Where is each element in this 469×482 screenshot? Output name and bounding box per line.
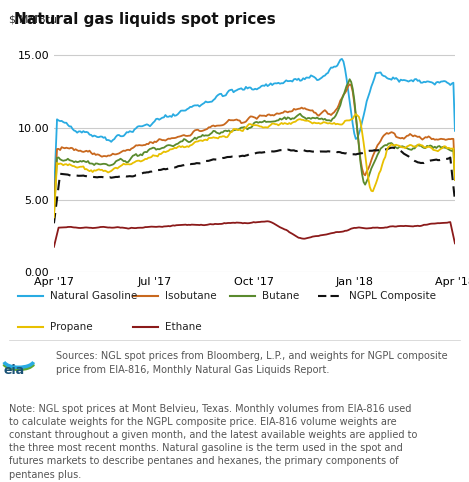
Text: Propane: Propane	[50, 321, 92, 332]
Text: eia: eia	[4, 364, 25, 377]
Text: Isobutane: Isobutane	[165, 292, 216, 301]
Text: Sources: NGL spot prices from Bloomberg, L.P., and weights for NGPL composite
pr: Sources: NGL spot prices from Bloomberg,…	[56, 351, 448, 375]
Text: NGPL Composite: NGPL Composite	[349, 292, 436, 301]
Text: Natural gas liquids spot prices: Natural gas liquids spot prices	[14, 12, 276, 27]
Text: Ethane: Ethane	[165, 321, 201, 332]
Text: $/MMBtu: $/MMBtu	[8, 14, 57, 24]
Text: Natural Gasoline: Natural Gasoline	[50, 292, 137, 301]
Text: Note: NGL spot prices at Mont Belvieu, Texas. Monthly volumes from EIA-816 used
: Note: NGL spot prices at Mont Belvieu, T…	[9, 404, 418, 480]
Text: Butane: Butane	[262, 292, 299, 301]
